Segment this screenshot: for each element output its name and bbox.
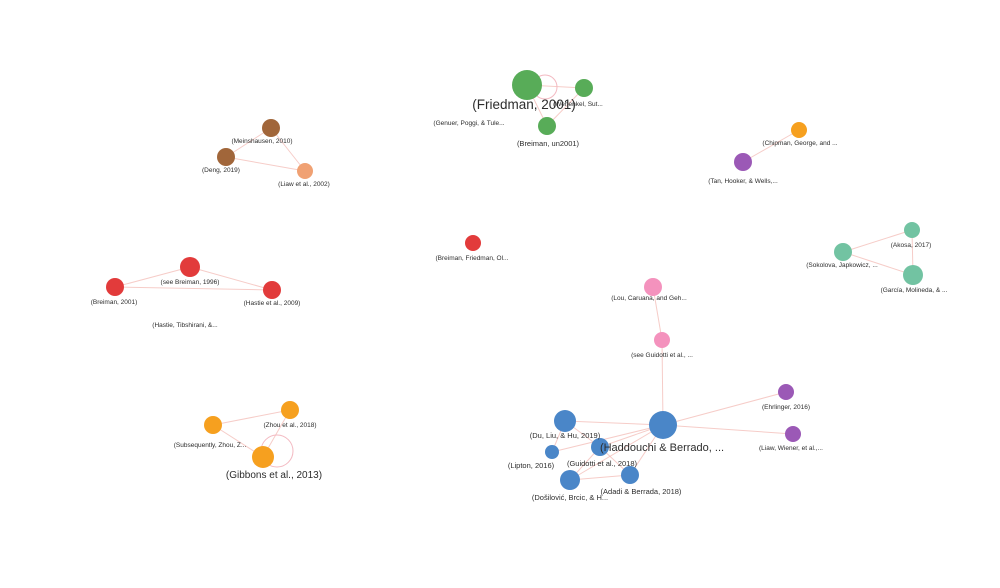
paper-label-adadi-berrada-2018: (Adadi & Berrada, 2018) — [601, 487, 682, 496]
paper-node-lou-caruana[interactable] — [644, 278, 662, 296]
paper-label-subsequently-zhou: (Subsequently, Zhou, Z... — [174, 442, 247, 449]
paper-node-lipton-2016[interactable] — [545, 445, 559, 459]
paper-label-chipman: (Chipman, George, and ... — [762, 140, 837, 147]
paper-label-breiman-un2001: (Breiman, un2001) — [517, 139, 580, 148]
paper-node-zhou-2018[interactable] — [281, 401, 299, 419]
paper-label-zhou-2018: (Zhou et al., 2018) — [263, 422, 316, 429]
citation-edge — [564, 420, 664, 426]
paper-node-hastie-2009[interactable] — [263, 281, 281, 299]
paper-label-lipton-2016: (Lipton, 2016) — [508, 461, 555, 470]
paper-node-tan-hooker[interactable] — [734, 153, 752, 171]
paper-node-breiman-friedman-ol[interactable] — [465, 235, 481, 251]
paper-node-chipman[interactable] — [791, 122, 807, 138]
paper-node-breiman-2001[interactable] — [106, 278, 124, 296]
paper-label-guidotti-2018: (Guidotti et al., 2018) — [567, 459, 638, 468]
paper-node-breiman-un2001[interactable] — [538, 117, 556, 135]
paper-label-ehrlinger-2016: (Ehrlinger, 2016) — [762, 404, 810, 411]
paper-node-adadi-berrada-2018[interactable] — [621, 466, 639, 484]
paper-label-du-liu-hu-2019: (Du, Liu, & Hu, 2019) — [530, 431, 601, 440]
paper-node-dosilovic[interactable] — [560, 470, 580, 490]
paper-node-see-guidotti[interactable] — [654, 332, 670, 348]
paper-node-friedman-2001[interactable] — [512, 70, 542, 100]
paper-label-haddouchi-berrado: (Haddouchi & Berrado, ... — [600, 442, 724, 454]
paper-node-subsequently-zhou[interactable] — [204, 416, 222, 434]
citation-edge — [212, 409, 291, 426]
paper-node-deng-2019[interactable] — [217, 148, 235, 166]
citation-edge — [270, 127, 306, 172]
citation-edge — [662, 424, 794, 435]
paper-node-meinshausen-2010[interactable] — [262, 119, 280, 137]
citation-edge — [114, 266, 191, 288]
paper-node-gibbons-2013[interactable] — [252, 446, 274, 468]
citation-edge — [742, 129, 800, 163]
paper-node-see-breiman-1996[interactable] — [180, 257, 200, 277]
citation-edge — [661, 339, 664, 426]
citation-edge — [569, 474, 631, 481]
citation-edge — [225, 156, 306, 172]
paper-node-du-liu-hu-2019[interactable] — [554, 410, 576, 432]
citation-edge — [662, 391, 787, 426]
citation-edge — [842, 251, 914, 276]
paper-label-liaw-2002: (Liaw et al., 2002) — [278, 181, 330, 188]
paper-label-hastie-2009: (Hastie et al., 2009) — [244, 300, 301, 307]
paper-node-ehrlinger-2016[interactable] — [778, 384, 794, 400]
paper-label-see-guidotti: (see Guidotti et al., ... — [631, 352, 693, 359]
paper-label-meinshausen-2010: (Meinshausen, 2010) — [231, 138, 292, 145]
citation-edge — [189, 266, 273, 291]
paper-label-see-breiman-1996: (see Breiman, 1996) — [161, 279, 220, 286]
citation-edge — [842, 229, 913, 253]
citation-edge — [114, 286, 273, 291]
paper-node-garcia[interactable] — [903, 265, 923, 285]
paper-label-tan-hooker: (Tan, Hooker, & Wells,... — [708, 178, 778, 185]
citation-edge — [569, 424, 664, 481]
paper-label-floating: (Genuer, Poggi, & Tule... — [433, 120, 504, 127]
paper-label-sokolova: (Sokolova, Japkowicz, ... — [806, 262, 878, 269]
paper-node-akosa-2017[interactable] — [904, 222, 920, 238]
paper-label-akosa-2017: (Akosa, 2017) — [891, 242, 931, 249]
paper-label-friedman-2001: (Friedman, 2001) — [472, 97, 576, 112]
paper-label-deng-2019: (Deng, 2019) — [202, 167, 240, 174]
paper-label-dosilovic: (Došilović, Brcic, & H... — [532, 493, 608, 502]
paper-label-gibbons-2013: (Gibbons et al., 2013) — [226, 470, 322, 481]
paper-node-liaw-wiener[interactable] — [785, 426, 801, 442]
paper-node-haddouchi-berrado[interactable] — [649, 411, 677, 439]
paper-label-wehenkel: (Wehenkel, Sut... — [553, 101, 603, 108]
citation-edge — [551, 424, 664, 453]
paper-label-liaw-wiener: (Liaw, Wiener, et al.,... — [759, 445, 823, 452]
paper-label-breiman-friedman-ol: (Breiman, Friedman, Ol... — [436, 255, 509, 262]
paper-node-wehenkel[interactable] — [575, 79, 593, 97]
paper-label-lou-caruana: (Lou, Caruana, and Geh... — [611, 295, 687, 302]
paper-node-liaw-2002[interactable] — [297, 163, 313, 179]
paper-label-breiman-2001: (Breiman, 2001) — [91, 299, 138, 306]
paper-node-guidotti-2018[interactable] — [591, 438, 609, 456]
paper-node-sokolova[interactable] — [834, 243, 852, 261]
paper-label-floating: (Hastie, Tibshirani, &... — [152, 322, 218, 329]
paper-label-garcia: (García, Molineda, & ... — [881, 287, 948, 294]
